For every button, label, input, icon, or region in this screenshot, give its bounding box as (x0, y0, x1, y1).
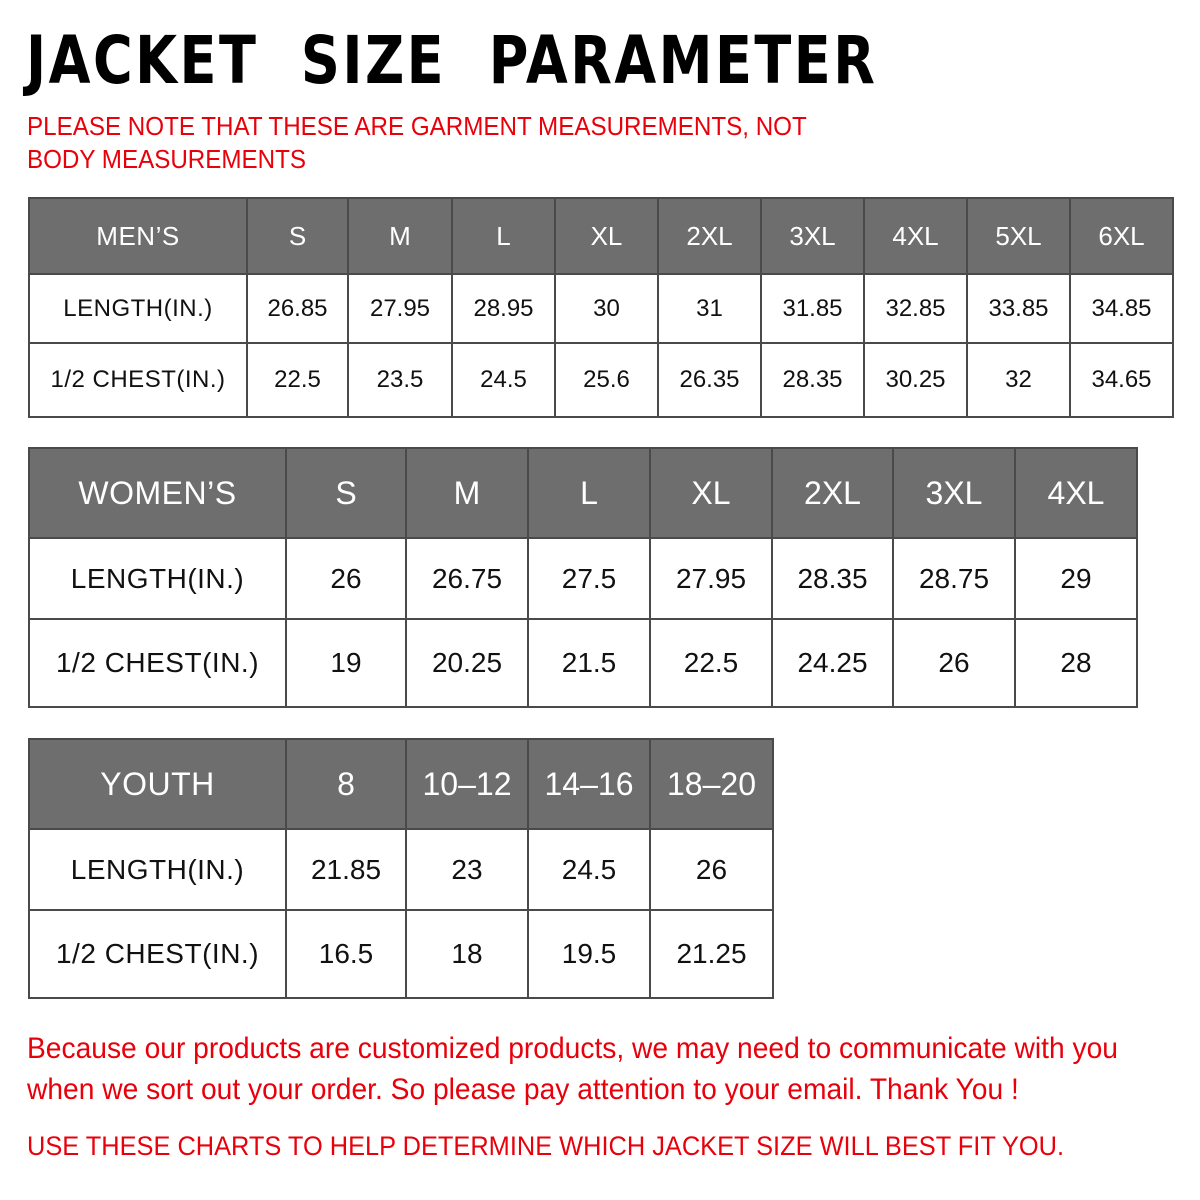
measurement-label: 1/2 CHEST(IN.) (28, 342, 248, 418)
measurement-label: 1/2 CHEST(IN.) (28, 909, 287, 999)
measurement-value: 27.95 (649, 537, 773, 620)
category-header: MEN’S (28, 197, 248, 275)
measurement-value: 28.75 (892, 537, 1016, 620)
measurement-label: 1/2 CHEST(IN.) (28, 618, 287, 708)
table-row: 1/2 CHEST(IN.) 16.5 18 19.5 21.25 (28, 909, 774, 999)
measurement-value: 27.5 (527, 537, 651, 620)
table-row: LENGTH(IN.) 21.85 23 24.5 26 (28, 828, 774, 911)
size-header: 4XL (863, 197, 968, 275)
measurement-value: 29 (1014, 537, 1138, 620)
measurement-value: 34.65 (1069, 342, 1174, 418)
measurement-value: 22.5 (246, 342, 349, 418)
measurement-value: 28.35 (771, 537, 894, 620)
measurement-value: 28 (1014, 618, 1138, 708)
size-header: 8 (285, 738, 407, 830)
measurement-value: 21.85 (285, 828, 407, 911)
measurement-value: 23.5 (347, 342, 453, 418)
size-header: L (451, 197, 556, 275)
fit-advice: USE THESE CHARTS TO HELP DETERMINE WHICH… (27, 1131, 1065, 1161)
size-header: XL (649, 447, 773, 539)
measurement-value: 28.35 (760, 342, 865, 418)
womens-size-table: WOMEN’S S M L XL 2XL 3XL 4XL LENGTH(IN.) 26 26.75 2… (28, 447, 1138, 708)
page-title: JACKET SIZE PARAMETER (26, 22, 878, 99)
measurement-value: 24.5 (451, 342, 556, 418)
measurement-value: 26 (285, 537, 407, 620)
table-header-row: MEN’S S M L XL 2XL 3XL 4XL 5XL 6XL (28, 197, 1174, 275)
customization-notice: Because our products are customized prod… (27, 1032, 1118, 1106)
measurement-value: 22.5 (649, 618, 773, 708)
measurement-value: 26.35 (657, 342, 762, 418)
measurement-value: 28.95 (451, 273, 556, 344)
measurement-value: 25.6 (554, 342, 659, 418)
measurement-value: 24.25 (771, 618, 894, 708)
measurement-value: 16.5 (285, 909, 407, 999)
measurement-value: 26 (649, 828, 774, 911)
table-row: LENGTH(IN.) 26.85 27.95 28.95 30 31 31.85 32.85… (28, 273, 1174, 344)
size-header: 4XL (1014, 447, 1138, 539)
size-header: 2XL (657, 197, 762, 275)
measurement-value: 21.5 (527, 618, 651, 708)
measurement-value: 23 (405, 828, 529, 911)
measurement-value: 30.25 (863, 342, 968, 418)
size-header: L (527, 447, 651, 539)
category-header: WOMEN’S (28, 447, 287, 539)
table-row: LENGTH(IN.) 26 26.75 27.5 27.95 28.35 28.75 29 (28, 537, 1138, 620)
category-header: YOUTH (28, 738, 287, 830)
size-header: M (405, 447, 529, 539)
table-header-row: WOMEN’S S M L XL 2XL 3XL 4XL (28, 447, 1138, 539)
size-header: XL (554, 197, 659, 275)
measurement-value: 30 (554, 273, 659, 344)
measurement-value: 26.85 (246, 273, 349, 344)
measurement-label: LENGTH(IN.) (28, 828, 287, 911)
measurement-value: 34.85 (1069, 273, 1174, 344)
table-row: 1/2 CHEST(IN.) 19 20.25 21.5 22.5 24.25 26 28 (28, 618, 1138, 708)
table-header-row: YOUTH 8 10–12 14–16 18–20 (28, 738, 774, 830)
measurement-label: LENGTH(IN.) (28, 273, 248, 344)
size-header: 10–12 (405, 738, 529, 830)
size-header: 18–20 (649, 738, 774, 830)
size-header: M (347, 197, 453, 275)
mens-size-table: MEN’S S M L XL 2XL 3XL 4XL 5XL 6XL LENGTH(IN.) 26.8… (28, 197, 1174, 418)
measurement-value: 32 (966, 342, 1071, 418)
measurement-value: 19 (285, 618, 407, 708)
measurement-label: LENGTH(IN.) (28, 537, 287, 620)
youth-size-table: YOUTH 8 10–12 14–16 18–20 LENGTH(IN.) 21.85 23 2… (28, 738, 774, 999)
measurement-value: 26.75 (405, 537, 529, 620)
table-row: 1/2 CHEST(IN.) 22.5 23.5 24.5 25.6 26.35 28.35… (28, 342, 1174, 418)
measurement-value: 33.85 (966, 273, 1071, 344)
measurement-value: 19.5 (527, 909, 651, 999)
size-header: 14–16 (527, 738, 651, 830)
measurement-value: 18 (405, 909, 529, 999)
measurement-value: 31 (657, 273, 762, 344)
size-header: 2XL (771, 447, 894, 539)
size-header: 6XL (1069, 197, 1174, 275)
measurement-value: 26 (892, 618, 1016, 708)
measurement-value: 21.25 (649, 909, 774, 999)
size-header: 5XL (966, 197, 1071, 275)
measurement-value: 27.95 (347, 273, 453, 344)
size-header: S (246, 197, 349, 275)
size-header: 3XL (760, 197, 865, 275)
measurement-note: PLEASE NOTE THAT THESE ARE GARMENT MEASU… (27, 111, 807, 174)
measurement-value: 32.85 (863, 273, 968, 344)
size-header: 3XL (892, 447, 1016, 539)
measurement-value: 31.85 (760, 273, 865, 344)
measurement-value: 24.5 (527, 828, 651, 911)
size-header: S (285, 447, 407, 539)
measurement-value: 20.25 (405, 618, 529, 708)
